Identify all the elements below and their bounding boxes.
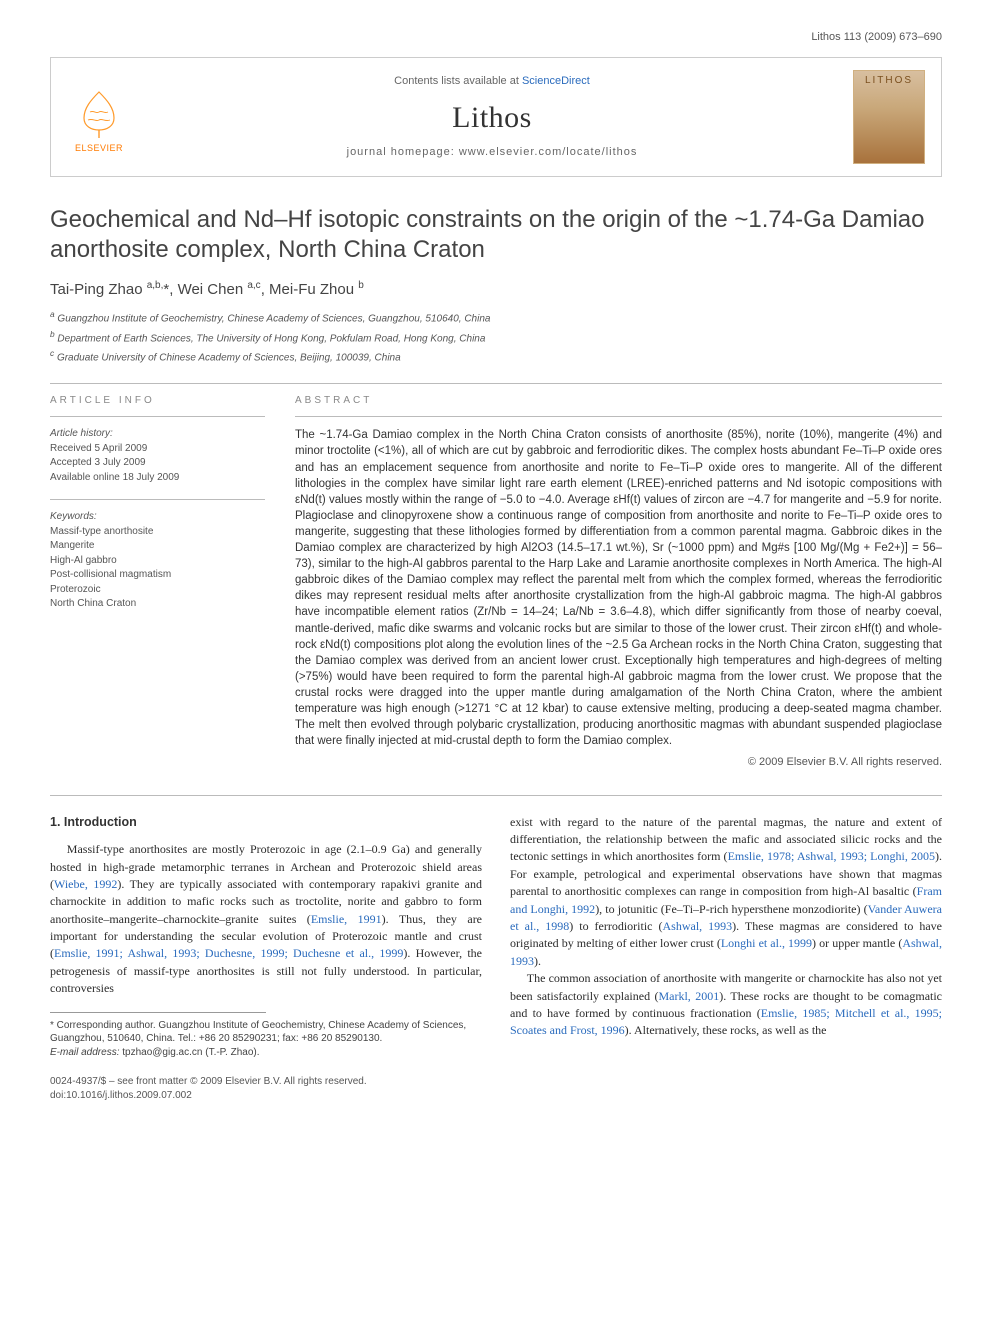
article-history-block: Article history: Received 5 April 2009 A… <box>50 427 265 485</box>
contents-prefix: Contents lists available at <box>394 75 522 87</box>
keyword-item: Post-collisional magmatism <box>50 568 265 583</box>
affiliation-a: a Guangzhou Institute of Geochemistry, C… <box>50 308 942 326</box>
info-rule <box>50 416 265 417</box>
affiliation-b: b Department of Earth Sciences, The Univ… <box>50 328 942 346</box>
body-column-left: 1. Introduction Massif-type anorthosites… <box>50 814 482 1060</box>
affiliations-block: a Guangzhou Institute of Geochemistry, C… <box>50 308 942 365</box>
corresponding-author-line: * Corresponding author. Guangzhou Instit… <box>50 1019 482 1046</box>
keyword-item: Proterozoic <box>50 583 265 598</box>
cover-text: LITHOS <box>865 74 913 88</box>
abstract-text: The ~1.74-Ga Damiao complex in the North… <box>295 427 942 749</box>
abstract-rule <box>295 416 942 417</box>
citation-link[interactable]: Longhi et al., 1999 <box>721 936 812 950</box>
doi-line: doi:10.1016/j.lithos.2009.07.002 <box>50 1089 942 1103</box>
article-title: Geochemical and Nd–Hf isotopic constrain… <box>50 205 942 265</box>
email-suffix: (T.-P. Zhao). <box>205 1047 259 1058</box>
elsevier-logo-text: ELSEVIER <box>75 142 123 155</box>
text-run: ) to ferrodioritic ( <box>569 919 662 933</box>
citation-link[interactable]: Wiebe, 1992 <box>54 877 117 891</box>
authors-line: Tai-Ping Zhao a,b,*, Wei Chen a,c, Mei-F… <box>50 279 942 300</box>
history-received: Received 5 April 2009 <box>50 442 265 457</box>
email-label: E-mail address: <box>50 1047 119 1058</box>
full-width-rule <box>50 795 942 796</box>
info-rule-2 <box>50 499 265 500</box>
intro-heading: 1. Introduction <box>50 814 482 832</box>
bottom-bar: 0024-4937/$ – see front matter © 2009 El… <box>50 1075 942 1102</box>
keywords-block: Keywords: Massif-type anorthosite Manger… <box>50 510 265 612</box>
citation-link[interactable]: Emslie, 1991 <box>311 912 382 926</box>
elsevier-tree-icon <box>76 90 122 140</box>
info-abstract-row: ARTICLE INFO Article history: Received 5… <box>50 394 942 770</box>
contents-lists-line: Contents lists available at ScienceDirec… <box>147 74 837 89</box>
banner-center: Contents lists available at ScienceDirec… <box>147 74 837 161</box>
article-info-column: ARTICLE INFO Article history: Received 5… <box>50 394 265 770</box>
keyword-item: Mangerite <box>50 539 265 554</box>
history-online: Available online 18 July 2009 <box>50 471 265 486</box>
keyword-item: High-Al gabbro <box>50 554 265 569</box>
abstract-copyright: © 2009 Elsevier B.V. All rights reserved… <box>295 755 942 770</box>
homepage-url: www.elsevier.com/locate/lithos <box>459 146 638 158</box>
footnote-block: * Corresponding author. Guangzhou Instit… <box>50 1019 482 1060</box>
body-column-right: exist with regard to the nature of the p… <box>510 814 942 1060</box>
article-info-heading: ARTICLE INFO <box>50 394 265 408</box>
text-run: ). <box>534 954 541 968</box>
running-header: Lithos 113 (2009) 673–690 <box>50 30 942 45</box>
history-head: Article history: <box>50 427 265 442</box>
issn-line: 0024-4937/$ – see front matter © 2009 El… <box>50 1075 942 1089</box>
citation-link[interactable]: Markl, 2001 <box>658 989 719 1003</box>
intro-text-left: Massif-type anorthosites are mostly Prot… <box>50 841 482 998</box>
text-run: ). Alternatively, these rocks, as well a… <box>625 1023 827 1037</box>
email-link[interactable]: tpzhao@gig.ac.cn <box>122 1047 202 1058</box>
citation-link[interactable]: Ashwal, 1993 <box>662 919 732 933</box>
abstract-heading: ABSTRACT <box>295 394 942 408</box>
sciencedirect-link[interactable]: ScienceDirect <box>522 75 590 87</box>
keywords-head: Keywords: <box>50 510 265 525</box>
elsevier-logo: ELSEVIER <box>67 80 131 154</box>
homepage-prefix: journal homepage: <box>347 146 459 158</box>
keyword-item: Massif-type anorthosite <box>50 525 265 540</box>
abstract-column: ABSTRACT The ~1.74-Ga Damiao complex in … <box>295 394 942 770</box>
affiliation-c: c Graduate University of Chinese Academy… <box>50 347 942 365</box>
history-accepted: Accepted 3 July 2009 <box>50 456 265 471</box>
section-rule <box>50 383 942 384</box>
journal-title: Lithos <box>147 97 837 139</box>
journal-banner: ELSEVIER Contents lists available at Sci… <box>50 57 942 177</box>
citation-link[interactable]: Emslie, 1991; Ashwal, 1993; Duchesne, 19… <box>54 946 403 960</box>
keyword-item: North China Craton <box>50 597 265 612</box>
footnote-separator <box>50 1012 266 1013</box>
journal-cover-thumbnail: LITHOS <box>853 70 925 164</box>
text-run: ) or upper mantle ( <box>812 936 902 950</box>
body-columns: 1. Introduction Massif-type anorthosites… <box>50 814 942 1060</box>
citation-link[interactable]: Emslie, 1978; Ashwal, 1993; Longhi, 2005 <box>728 849 935 863</box>
journal-homepage-line: journal homepage: www.elsevier.com/locat… <box>147 145 837 160</box>
text-run: ), to jotunitic (Fe–Ti–P-rich hypersthen… <box>595 902 867 916</box>
intro-text-right: exist with regard to the nature of the p… <box>510 814 942 1040</box>
